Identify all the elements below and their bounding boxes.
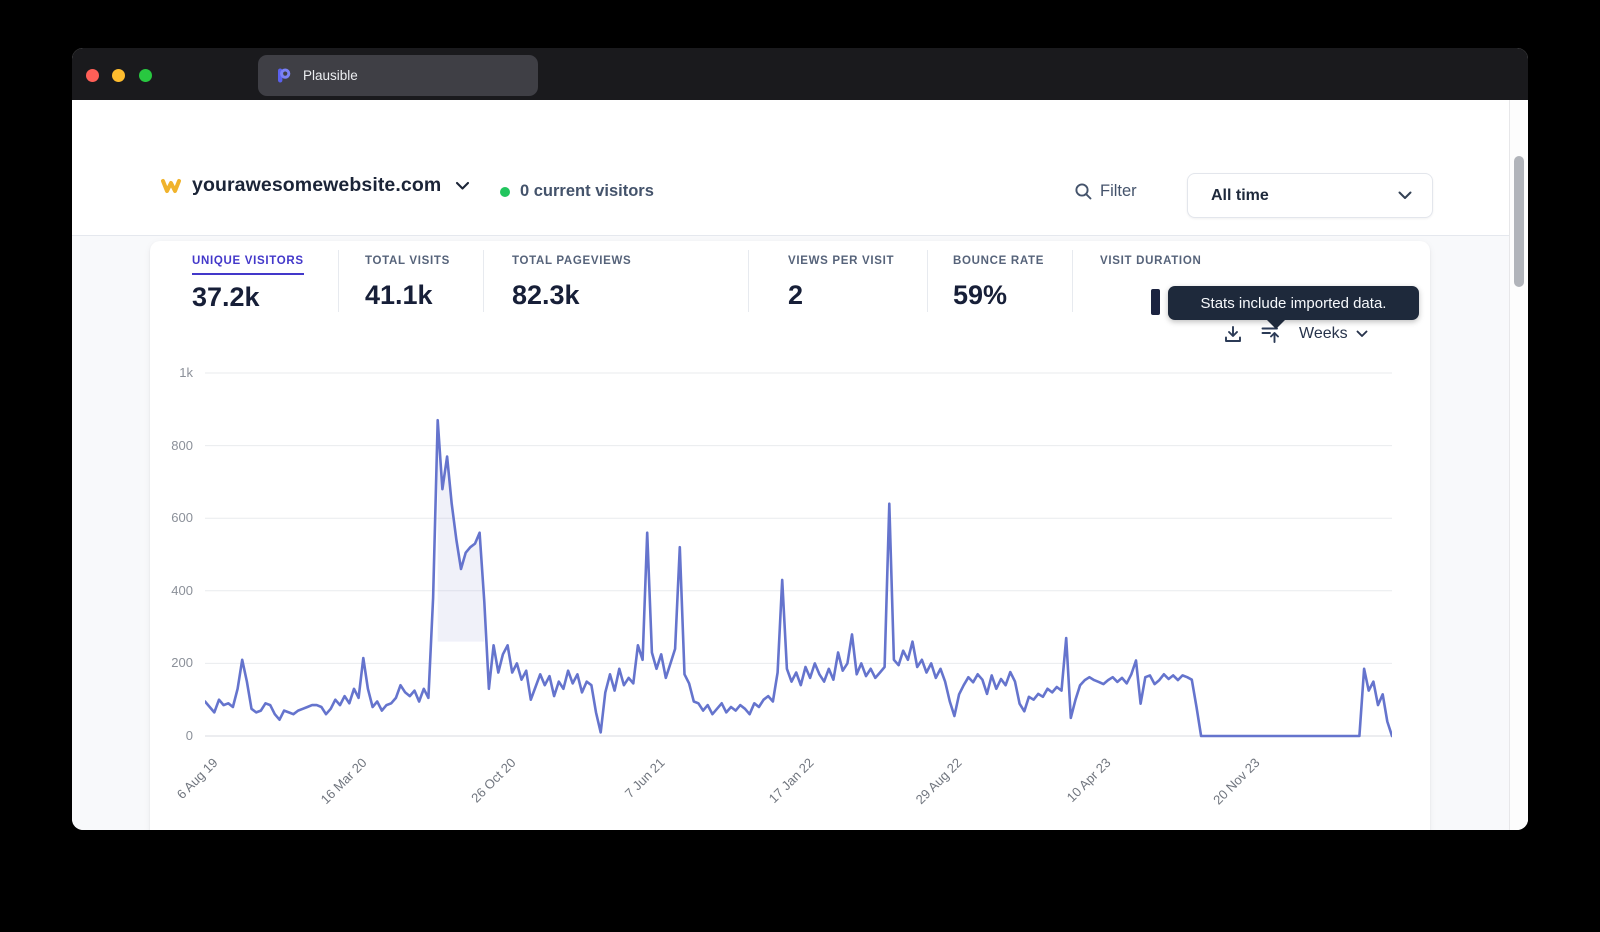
x-axis-tick-label: 29 Aug 22 — [912, 755, 965, 808]
stat-divider — [748, 250, 749, 312]
visitors-series-line — [203, 418, 1394, 738]
stat-divider — [1072, 250, 1073, 312]
chevron-down-icon — [1356, 330, 1368, 337]
tab-title: Plausible — [303, 68, 358, 83]
tooltip-caret — [1267, 320, 1285, 329]
minimize-window-button[interactable] — [112, 69, 125, 82]
stat-label: TOTAL VISITS — [365, 255, 450, 267]
y-axis-tick-label: 600 — [171, 510, 193, 526]
scrollbar-thumb[interactable] — [1514, 156, 1524, 287]
date-range-dropdown[interactable]: All time — [1187, 173, 1433, 218]
y-axis-tick-label: 400 — [171, 582, 193, 598]
stat-value: 59% — [953, 280, 1008, 310]
browser-window: Plausible yourawesomewebsite.com 0 curre… — [72, 48, 1528, 830]
y-axis-tick-label: 200 — [171, 655, 193, 671]
plausible-logo-icon — [278, 68, 291, 83]
stat-total-pageviews[interactable]: TOTAL PAGEVIEWS 82.3k — [512, 251, 631, 311]
x-axis-tick-label: 17 Jan 22 — [765, 755, 817, 806]
site-switcher[interactable]: yourawesomewebsite.com — [160, 174, 470, 197]
stat-bounce-rate[interactable]: BOUNCE RATE 59% — [953, 251, 1044, 311]
x-axis-tick-label: 7 Jun 21 — [621, 755, 668, 801]
visit-duration-value-fragment — [1151, 289, 1160, 315]
filter-button[interactable]: Filter — [1074, 182, 1137, 201]
x-axis-tick-label: 10 Apr 23 — [1064, 755, 1114, 805]
stat-total-visits[interactable]: TOTAL VISITS 41.1k — [365, 251, 450, 311]
x-axis-tick-label: 16 Mar 20 — [317, 755, 370, 808]
online-status-dot-icon — [500, 186, 510, 197]
x-axis-tick-label: 20 Nov 23 — [1210, 755, 1263, 808]
stat-label: TOTAL PAGEVIEWS — [512, 255, 632, 267]
chevron-down-icon — [456, 181, 470, 190]
date-range-value: All time — [1211, 186, 1269, 204]
current-visitors: 0 current visitors — [500, 182, 654, 201]
close-window-button[interactable] — [86, 69, 99, 82]
tooltip-text: Stats include imported data. — [1200, 294, 1387, 312]
stat-visit-duration[interactable]: VISIT DURATION — [1100, 251, 1201, 280]
y-axis-tick-label: 0 — [185, 728, 193, 743]
y-axis-tick-label: 800 — [171, 437, 193, 453]
y-axis-tick-label: 1k — [179, 365, 193, 380]
scrollbar-track[interactable] — [1509, 100, 1528, 830]
stat-value: 82.3k — [512, 280, 580, 310]
interval-value: Weeks — [1299, 325, 1348, 342]
stat-divider — [483, 250, 484, 312]
graph-controls: Weeks — [1224, 325, 1368, 343]
x-axis-tick-label: 26 Oct 20 — [467, 755, 519, 806]
imported-data-tooltip: Stats include imported data. — [1168, 286, 1419, 320]
x-axis-tick-label: 6 Aug 19 — [173, 755, 221, 802]
browser-titlebar: Plausible — [72, 48, 1528, 100]
stat-label: VIEWS PER VISIT — [788, 255, 895, 267]
stat-value: 41.1k — [365, 280, 433, 310]
site-favicon-icon — [161, 178, 181, 193]
site-name: yourawesomewebsite.com — [192, 174, 442, 196]
browser-tab-plausible[interactable]: Plausible — [258, 55, 538, 96]
stat-unique-visitors[interactable]: UNIQUE VISITORS 37.2k — [192, 251, 304, 313]
stat-divider — [927, 250, 928, 312]
stat-label: BOUNCE RATE — [953, 255, 1045, 267]
dashboard-header: yourawesomewebsite.com 0 current visitor… — [72, 100, 1528, 236]
stat-value: 2 — [788, 280, 804, 310]
search-icon — [1075, 183, 1092, 200]
filter-label: Filter — [1100, 182, 1137, 200]
chart-canvas — [203, 372, 1394, 738]
stat-divider — [338, 250, 339, 312]
visitors-graph-card: UNIQUE VISITORS 37.2k TOTAL VISITS 41.1k… — [150, 241, 1430, 830]
zoom-window-button[interactable] — [139, 69, 152, 82]
stat-value: 37.2k — [192, 282, 260, 312]
stat-views-per-visit[interactable]: VIEWS PER VISIT 2 — [788, 251, 894, 311]
current-visitors-label: 0 current visitors — [520, 182, 654, 200]
download-icon[interactable] — [1224, 325, 1242, 343]
visitors-line-chart[interactable]: 0 200 400 600 800 1k 6 Aug 19 16 Mar 20 26 Oct 2… — [171, 365, 1394, 808]
interval-dropdown[interactable]: Weeks — [1299, 325, 1368, 343]
stat-label: UNIQUE VISITORS — [192, 255, 304, 275]
dashboard-page: yourawesomewebsite.com 0 current visitor… — [72, 100, 1528, 830]
stat-label: VISIT DURATION — [1100, 255, 1202, 267]
chevron-down-icon — [1398, 191, 1412, 199]
imported-data-region — [437, 420, 485, 642]
